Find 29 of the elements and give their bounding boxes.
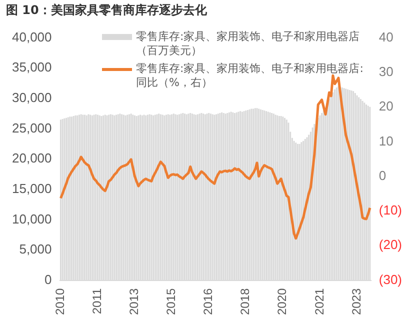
y-tick-label: 10,000 — [12, 211, 52, 226]
legend-label: 零售库存:家具、家用装饰、电子和家用电器店（百万美元） — [136, 30, 361, 58]
y-tick-label: 0 — [44, 272, 52, 287]
y-tick-label: 30,000 — [12, 90, 52, 106]
chart-title: 图 10：美国家具零售商库存逐步去化 — [6, 2, 207, 19]
y2-tick-label: 0 — [378, 168, 386, 183]
y-tick-label: 15,000 — [12, 180, 52, 196]
y2-tick-label: 10 — [378, 133, 394, 148]
x-tick-label: 2018 — [238, 288, 252, 316]
y-tick-label: 25,000 — [12, 120, 52, 136]
y-tick-label: 20,000 — [12, 150, 52, 166]
y-tick-label: 5,000 — [19, 242, 52, 257]
x-tick-label: 2010 — [53, 288, 67, 316]
x-tick-label: 2011 — [90, 288, 104, 314]
y2-tick-label: 20 — [378, 98, 394, 114]
x-tick-label: 2023 — [349, 288, 364, 316]
x-tick-label: 2015 — [164, 288, 178, 316]
x-tick-label: 2013 — [127, 288, 142, 316]
x-tick-label: 2020 — [275, 288, 290, 316]
y2-tick-label: (20) — [378, 237, 402, 252]
x-tick-label: 2016 — [201, 288, 216, 316]
y2-tick-label: (30) — [378, 272, 402, 287]
y2-tick-label: 40 — [378, 29, 394, 44]
legend-label: 零售库存:家具、家用装饰、电子和家用电器店:同比（%，右） — [136, 62, 364, 90]
x-tick-label: 2021 — [312, 288, 326, 316]
y-tick-label: 35,000 — [12, 60, 52, 75]
y-tick-label: 40,000 — [12, 29, 52, 44]
y2-tick-label: (10) — [378, 202, 402, 218]
y2-tick-label: 30 — [378, 64, 394, 80]
